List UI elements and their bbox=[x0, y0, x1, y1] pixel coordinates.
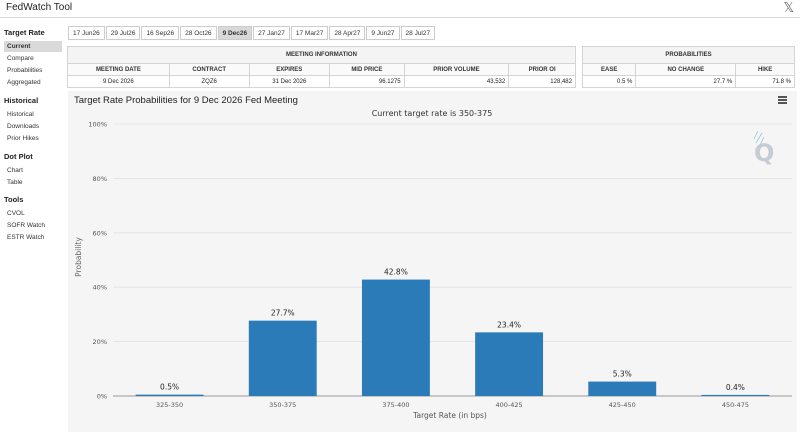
probability-bar-chart: 0% 20% 40% 60% 80% 100% 0.5% 325-350 27.7% 350-37… bbox=[74, 109, 792, 420]
y-tick-label: 100% bbox=[88, 121, 107, 129]
bar-375-400[interactable] bbox=[361, 279, 430, 396]
cell-mid-price: 96.1275 bbox=[329, 75, 405, 88]
x-tick-label: 325-350 bbox=[156, 401, 183, 409]
sidebar-item-cvol[interactable]: CVOL bbox=[7, 210, 25, 217]
cell-ease: 0.5 % bbox=[581, 75, 637, 88]
col-mid-price: MID PRICE bbox=[329, 63, 405, 76]
chart-panel: Target Rate Probabilities for 9 Dec 2026… bbox=[68, 91, 797, 432]
y-tick-label: 0% bbox=[97, 393, 107, 401]
x-tick-label: 425-450 bbox=[609, 401, 636, 409]
sidebar-item-chart[interactable]: Chart bbox=[7, 167, 23, 174]
col-meeting-date: MEETING DATE bbox=[67, 63, 170, 76]
col-expires: EXPIRES bbox=[248, 63, 331, 76]
col-ease: EASE bbox=[581, 63, 637, 76]
y-axis-label: Probability bbox=[74, 237, 83, 277]
col-contract: CONTRACT bbox=[168, 63, 250, 76]
hamburger-menu-icon[interactable] bbox=[778, 96, 787, 104]
col-prior-volume: PRIOR VOLUME bbox=[403, 63, 510, 76]
col-prior-oi: PRIOR OI bbox=[508, 63, 576, 76]
chart-subtitle: Current target rate is 350-375 bbox=[372, 109, 493, 118]
tab-9-dec26[interactable]: 9 Dec26 bbox=[217, 26, 253, 40]
sidebar-item-sofr-watch[interactable]: SOFR Watch bbox=[7, 222, 46, 229]
tab-28-jul27[interactable]: 28 Jul27 bbox=[400, 26, 436, 40]
cell-meeting-date: 9 Dec 2026 bbox=[67, 75, 170, 88]
data-label: 5.3% bbox=[613, 370, 632, 379]
meeting-info-header: MEETING INFORMATION bbox=[67, 46, 576, 64]
sidebar: Target Rate Current Compare Probabilitie… bbox=[0, 22, 64, 435]
tab-16-sep26[interactable]: 16 Sep26 bbox=[141, 26, 180, 40]
col-hike: HIKE bbox=[735, 63, 795, 76]
data-label: 0.4% bbox=[726, 383, 745, 392]
data-label: 27.7% bbox=[271, 309, 295, 318]
sidebar-item-probabilities[interactable]: Probabilities bbox=[7, 67, 43, 74]
data-label: 23.4% bbox=[497, 320, 521, 329]
x-tick-label: 350-375 bbox=[269, 401, 296, 409]
y-tick-label: 80% bbox=[93, 175, 107, 183]
tab-29-jul26[interactable]: 29 Jul26 bbox=[105, 26, 141, 40]
app-title: FedWatch Tool bbox=[6, 2, 73, 13]
sidebar-item-prior-hikes[interactable]: Prior Hikes bbox=[7, 135, 39, 142]
cell-hike: 71.8 % bbox=[735, 75, 795, 88]
col-no-change: NO CHANGE bbox=[635, 63, 737, 76]
sidebar-section-target-rate: Target Rate bbox=[4, 28, 45, 37]
tab-28-apr27[interactable]: 28 Apr27 bbox=[329, 26, 366, 40]
q-logo-icon: Q bbox=[753, 130, 774, 167]
bar-450-475[interactable] bbox=[701, 394, 770, 396]
sidebar-item-compare[interactable]: Compare bbox=[7, 55, 34, 62]
sidebar-item-aggregated[interactable]: Aggregated bbox=[7, 79, 41, 86]
tab-28-oct26[interactable]: 28 Oct26 bbox=[180, 26, 217, 40]
probabilities-table: PROBABILITIES EASE NO CHANGE HIKE 0.5 % … bbox=[581, 46, 795, 88]
tab-17-jun26[interactable]: 17 Jun26 bbox=[68, 26, 105, 40]
y-tick-label: 40% bbox=[93, 284, 107, 292]
x-tick-label: 375-400 bbox=[382, 401, 409, 409]
x-tick-label: 400-425 bbox=[495, 401, 522, 409]
sidebar-item-estr-watch[interactable]: ESTR Watch bbox=[7, 234, 45, 241]
meeting-info-table: MEETING INFORMATION MEETING DATE CONTRAC… bbox=[67, 46, 576, 88]
chart-title: Target Rate Probabilities for 9 Dec 2026… bbox=[74, 95, 298, 106]
close-icon[interactable]: 𝕏 bbox=[783, 0, 794, 15]
tab-17-mar27[interactable]: 17 Mar27 bbox=[290, 26, 329, 40]
sidebar-section-historical: Historical bbox=[4, 96, 39, 105]
y-tick-label: 60% bbox=[93, 229, 107, 237]
cell-expires: 31 Dec 2026 bbox=[248, 75, 331, 88]
tab-9-jun27[interactable]: 9 Jun27 bbox=[366, 26, 400, 40]
sidebar-item-current[interactable]: Current bbox=[4, 41, 62, 52]
probabilities-header: PROBABILITIES bbox=[582, 46, 795, 64]
cell-prior-oi: 128,482 bbox=[508, 75, 576, 88]
cell-prior-volume: 43,532 bbox=[403, 75, 510, 88]
data-label: 42.8% bbox=[384, 268, 408, 277]
sidebar-section-dot-plot: Dot Plot bbox=[4, 152, 33, 161]
x-axis-label: Target Rate (in bps) bbox=[412, 411, 487, 420]
bar-325-350[interactable] bbox=[135, 394, 204, 396]
data-label: 0.5% bbox=[160, 383, 179, 392]
sidebar-item-historical[interactable]: Historical bbox=[7, 111, 34, 118]
bar-400-425[interactable] bbox=[475, 332, 544, 396]
bar-350-375[interactable] bbox=[248, 320, 317, 396]
bar-425-450[interactable] bbox=[588, 381, 657, 396]
cell-no-change: 27.7 % bbox=[635, 75, 737, 88]
x-tick-label: 450-475 bbox=[722, 401, 749, 409]
title-bar: FedWatch Tool 𝕏 bbox=[0, 0, 800, 18]
meeting-tabs: 17 Jun26 29 Jul26 16 Sep26 28 Oct26 9 De… bbox=[68, 26, 436, 40]
tab-27-jan27[interactable]: 27 Jan27 bbox=[253, 26, 290, 40]
sidebar-item-downloads[interactable]: Downloads bbox=[7, 123, 40, 130]
svg-text:Q: Q bbox=[754, 139, 774, 167]
sidebar-item-table[interactable]: Table bbox=[7, 179, 23, 186]
cell-contract: ZQZ6 bbox=[168, 75, 250, 88]
sidebar-section-tools: Tools bbox=[4, 195, 24, 204]
y-tick-label: 20% bbox=[93, 338, 107, 346]
